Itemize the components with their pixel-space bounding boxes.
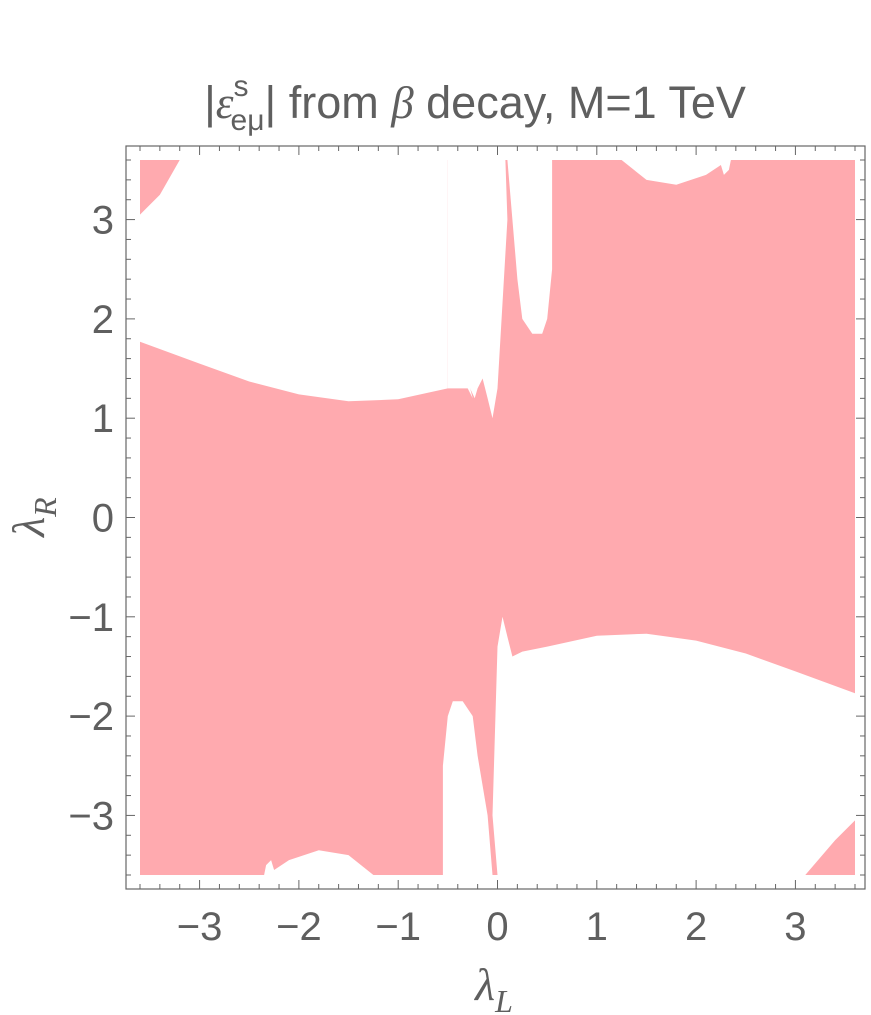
x-tick-label: 1 xyxy=(586,905,608,949)
plot-area xyxy=(140,160,855,875)
x-tick-label: −2 xyxy=(276,905,322,949)
y-axis-label: λR xyxy=(3,497,63,539)
excluded-lower-left-bump xyxy=(264,850,374,875)
title-text-from: from xyxy=(276,77,391,128)
title-beta: β xyxy=(390,78,414,128)
y-tick-label: 1 xyxy=(92,397,114,441)
y-tick-label: 3 xyxy=(92,199,114,243)
title-subscript: eμ xyxy=(231,104,265,137)
title-text-decay: decay, M=1 TeV xyxy=(414,77,746,128)
x-axis-label: λL xyxy=(473,959,513,1015)
axis-ticks xyxy=(126,146,865,889)
excluded-upper-notch xyxy=(507,160,553,334)
chart-title: |εs eμ| from β decay, M=1 TeV xyxy=(204,70,746,137)
excluded-upper-strip xyxy=(447,160,508,419)
y-tick-label: −3 xyxy=(68,794,114,838)
x-tick-label: 3 xyxy=(784,905,806,949)
y-tick-label: −1 xyxy=(68,596,114,640)
y-tick-labels: 3 2 1 0 −1 −2 −3 xyxy=(68,199,114,839)
x-tick-labels: −3 −2 −1 0 1 2 3 xyxy=(177,905,807,949)
excluded-upper-left xyxy=(140,160,473,402)
excluded-lower-notch xyxy=(442,701,493,875)
y-tick-label: −2 xyxy=(68,695,114,739)
x-tick-label: −1 xyxy=(375,905,421,949)
y-tick-label: 0 xyxy=(92,497,114,541)
x-tick-label: 0 xyxy=(486,905,508,949)
title-abs-open: | xyxy=(204,77,216,128)
title-abs-close: | xyxy=(265,77,277,128)
excluded-upper-right-bump xyxy=(621,160,731,185)
x-tick-label: −3 xyxy=(177,905,223,949)
x-tick-label: 2 xyxy=(685,905,707,949)
excluded-lower-right xyxy=(492,616,855,875)
title-epsilon: ε xyxy=(216,78,234,128)
excluded-regions xyxy=(140,160,855,875)
y-tick-label: 2 xyxy=(92,298,114,342)
title-superscript: s xyxy=(234,70,249,103)
